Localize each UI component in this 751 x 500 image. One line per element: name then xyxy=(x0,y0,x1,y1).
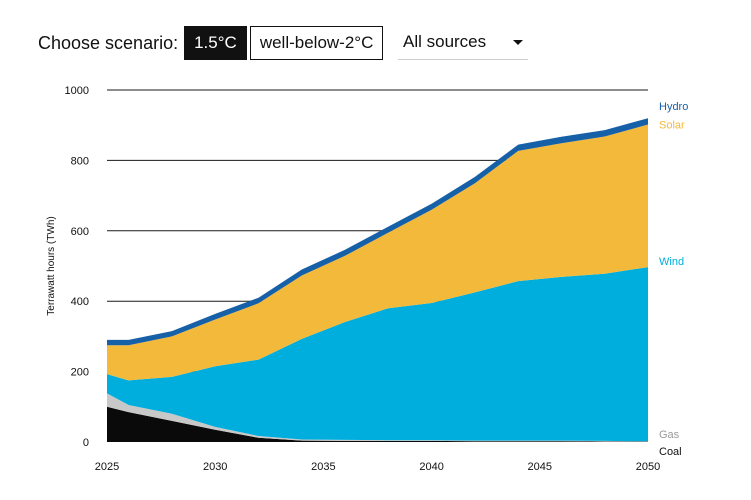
series-label-coal: Coal xyxy=(659,446,682,458)
x-tick-label: 2030 xyxy=(203,461,227,473)
series-labels: Coal Gas Wind Solar Hydro xyxy=(659,101,688,458)
y-tick-label: 200 xyxy=(71,367,89,379)
area-layer xyxy=(107,118,648,442)
choose-scenario-label: Choose scenario: xyxy=(38,32,179,53)
y-tick-label: 0 xyxy=(83,437,89,449)
y-tick-label: 400 xyxy=(71,296,89,308)
series-label-gas: Gas xyxy=(659,429,680,441)
source-select[interactable]: All sources xyxy=(398,26,528,60)
area-solar xyxy=(107,124,648,381)
series-label-hydro: Hydro xyxy=(659,101,688,113)
area-coal xyxy=(107,406,648,442)
x-tick-label: 2045 xyxy=(528,461,552,473)
x-tick-label: 2035 xyxy=(311,461,335,473)
y-axis-ticks: 0 200 400 600 800 1000 xyxy=(65,85,89,449)
chevron-down-icon xyxy=(513,40,523,45)
y-axis-title: Terrawatt hours (TWh) xyxy=(46,216,57,315)
x-tick-label: 2040 xyxy=(419,461,443,473)
scenario-1-5c-button[interactable]: 1.5°C xyxy=(184,26,247,60)
series-label-solar: Solar xyxy=(659,119,685,131)
x-tick-label: 2050 xyxy=(636,461,660,473)
area-wind xyxy=(107,267,648,442)
x-tick-label: 2025 xyxy=(95,461,119,473)
series-label-wind: Wind xyxy=(659,256,684,268)
source-select-value: All sources xyxy=(403,32,487,51)
y-tick-label: 600 xyxy=(71,226,89,238)
y-tick-label: 1000 xyxy=(65,85,89,97)
x-axis-ticks: 2025 2030 2035 2040 2045 2050 xyxy=(95,461,660,473)
scenario-well-below-2c-button[interactable]: well-below-2°C xyxy=(249,26,384,60)
y-tick-label: 800 xyxy=(71,155,89,167)
scenario-controls: Choose scenario: 1.5°C well-below-2°C xyxy=(38,26,384,60)
